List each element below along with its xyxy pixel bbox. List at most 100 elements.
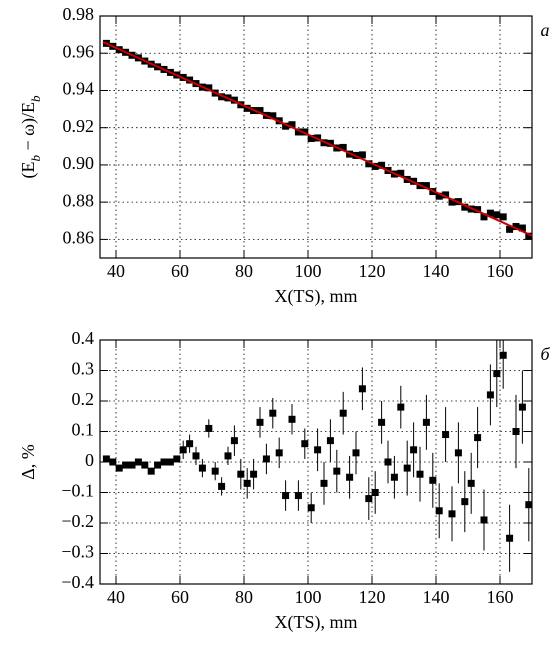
data-point xyxy=(416,470,424,478)
data-point xyxy=(397,403,405,411)
data-point xyxy=(358,151,366,159)
x-tick-label: 100 xyxy=(295,587,322,607)
data-point xyxy=(288,121,296,129)
data-point xyxy=(243,479,251,487)
data-point xyxy=(282,492,290,500)
data-point xyxy=(128,461,136,469)
y-tick-label: 0.96 xyxy=(63,41,95,61)
plot-frame xyxy=(99,339,533,585)
data-point xyxy=(448,510,456,518)
data-point xyxy=(282,122,290,130)
data-point xyxy=(160,458,168,466)
x-tick-label: 60 xyxy=(171,587,189,607)
data-point xyxy=(397,169,405,177)
data-point xyxy=(365,160,373,168)
data-point xyxy=(326,139,334,147)
data-point xyxy=(230,96,238,104)
x-tick-label: 60 xyxy=(171,261,189,281)
panel-label: б xyxy=(540,344,550,364)
data-point xyxy=(493,370,501,378)
data-point xyxy=(166,458,174,466)
data-point xyxy=(326,437,334,445)
data-point xyxy=(429,476,437,484)
y-tick-label: 0.4 xyxy=(72,328,95,348)
data-point xyxy=(301,440,309,448)
y-axis-label-part: (E xyxy=(18,162,39,179)
data-point xyxy=(512,223,520,231)
x-tick-label: 120 xyxy=(359,587,386,607)
data-point xyxy=(346,473,354,481)
data-point xyxy=(294,128,302,136)
data-point xyxy=(378,161,386,169)
data-point xyxy=(205,424,213,432)
data-point xyxy=(256,107,264,115)
data-point xyxy=(525,232,533,240)
data-point xyxy=(403,464,411,472)
data-point xyxy=(198,464,206,472)
data-point xyxy=(307,134,315,142)
data-point xyxy=(301,128,309,136)
x-tick-label: 40 xyxy=(107,587,125,607)
data-point xyxy=(518,403,526,411)
y-axis-label: (Eb − ω)/Eb xyxy=(18,95,43,179)
data-point xyxy=(294,492,302,500)
data-point xyxy=(192,452,200,460)
y-tick-label: 0.2 xyxy=(72,389,95,409)
y-tick-label: −0.1 xyxy=(61,481,94,501)
data-point xyxy=(448,198,456,206)
data-point xyxy=(109,458,117,466)
data-point xyxy=(230,437,238,445)
data-point xyxy=(243,104,251,112)
data-point xyxy=(269,409,277,417)
data-point xyxy=(333,467,341,475)
data-point xyxy=(256,418,264,426)
data-point xyxy=(250,470,258,478)
data-point xyxy=(218,93,226,101)
x-tick-label: 160 xyxy=(487,261,514,281)
data-point xyxy=(474,206,482,214)
data-point xyxy=(390,473,398,481)
data-point xyxy=(218,482,226,490)
x-tick-label: 140 xyxy=(423,261,450,281)
y-tick-label: 0.90 xyxy=(63,153,95,173)
data-point xyxy=(314,446,322,454)
fit-line xyxy=(102,41,533,237)
panel-label: а xyxy=(541,20,550,40)
y-tick-label: −0.3 xyxy=(61,542,94,562)
data-point xyxy=(237,470,245,478)
data-point xyxy=(186,440,194,448)
data-point xyxy=(205,84,213,92)
data-point xyxy=(173,455,181,463)
y-axis-label-part: − ω)/E xyxy=(18,102,39,155)
data-point xyxy=(288,415,296,423)
x-tick-label: 140 xyxy=(423,587,450,607)
data-point xyxy=(320,479,328,487)
x-tick-label: 120 xyxy=(359,261,386,281)
data-point xyxy=(486,391,494,399)
data-point xyxy=(410,446,418,454)
data-point xyxy=(384,458,392,466)
x-tick-label: 80 xyxy=(235,261,253,281)
y-axis-label-part: Δ, % xyxy=(18,444,38,480)
data-point xyxy=(480,516,488,524)
data-point xyxy=(358,385,366,393)
data-point xyxy=(512,428,520,435)
data-point xyxy=(518,224,526,232)
data-point xyxy=(499,351,507,359)
data-point xyxy=(378,418,386,426)
data-point xyxy=(506,534,514,542)
y-tick-label: −0.4 xyxy=(61,572,94,592)
plot-frame xyxy=(99,15,533,259)
data-point xyxy=(442,191,450,199)
data-point xyxy=(461,498,469,506)
data-point xyxy=(442,431,450,439)
y-tick-label: 0.92 xyxy=(63,116,95,136)
data-point xyxy=(154,461,162,469)
data-point xyxy=(435,507,443,515)
data-point xyxy=(486,209,494,217)
y-axis-label: Δ, % xyxy=(18,444,38,480)
y-tick-label: 0.3 xyxy=(72,359,95,379)
x-axis-label: X(TS), mm xyxy=(275,612,358,633)
x-axis-label: X(TS), mm xyxy=(275,286,358,307)
